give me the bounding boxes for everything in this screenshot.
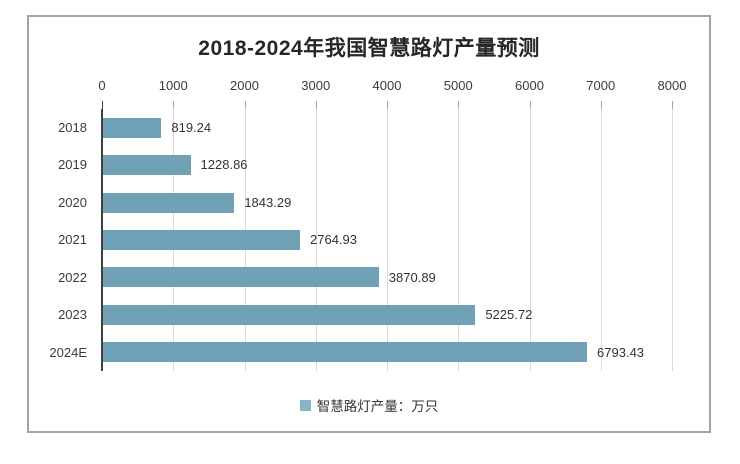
- bar-value-label: 819.24: [171, 120, 212, 135]
- bar-value-label: 3870.89: [388, 269, 436, 285]
- x-tick-label: 6000: [515, 78, 544, 93]
- gridline: [458, 109, 460, 371]
- y-axis-label: 2019: [58, 157, 87, 173]
- x-tick-label: 1000: [158, 78, 188, 93]
- bar: [103, 304, 476, 325]
- x-tick-label: 8000: [657, 78, 687, 93]
- y-axis-label: 2022: [58, 269, 87, 285]
- y-axis-label: 2018: [58, 120, 87, 135]
- chart-container: 2018-2024年我国智慧路灯产量预测 0 1000 2000 3000 4000 50…: [27, 15, 711, 433]
- bar-value-label: 2764.93: [310, 232, 357, 248]
- y-axis-label: 2020: [58, 194, 87, 210]
- chart-title: 2018-2024年我国智慧路灯产量预测: [198, 37, 540, 60]
- x-tick-mark: [458, 101, 460, 109]
- x-tick-label: 5000: [443, 78, 473, 93]
- x-tick-label: 2000: [230, 78, 259, 93]
- x-tick-mark: [529, 101, 531, 109]
- bar: [103, 117, 162, 138]
- gridline: [600, 109, 602, 371]
- x-tick-mark: [600, 101, 602, 109]
- x-tick-label: 4000: [372, 78, 402, 93]
- legend: 智慧路灯产量：万只: [29, 395, 709, 415]
- bar: [103, 342, 588, 363]
- y-axis-label: 2021: [58, 232, 87, 248]
- bar-value-label: 1228.86: [200, 157, 248, 173]
- x-tick-mark: [173, 101, 175, 109]
- x-tick-mark: [315, 101, 317, 109]
- y-axis-label: 2024E: [49, 344, 87, 360]
- x-tick-mark: [244, 101, 246, 109]
- x-tick-label: 7000: [586, 78, 616, 93]
- bar-value-label: 6793.43: [597, 344, 645, 360]
- x-tick-label: 3000: [301, 78, 331, 93]
- x-tick-mark: [672, 101, 673, 109]
- bar-value-label: 5225.72: [485, 307, 533, 323]
- bar: [103, 192, 235, 213]
- x-tick-label: 0: [98, 78, 106, 93]
- gridline: [529, 109, 531, 371]
- bar-value-label: 1843.29: [244, 194, 292, 210]
- y-axis-label: 2023: [58, 307, 87, 323]
- bar: [103, 230, 300, 250]
- legend-label: 智慧路灯产量：万只: [316, 399, 439, 414]
- gridline: [672, 109, 673, 371]
- x-tick-mark: [102, 101, 103, 109]
- legend-marker-icon: [299, 399, 311, 411]
- bar: [103, 155, 191, 176]
- bar: [103, 267, 379, 288]
- gridline: [315, 109, 317, 371]
- x-tick-mark: [387, 101, 388, 109]
- gridline: [387, 109, 388, 371]
- y-axis-line: [101, 109, 103, 371]
